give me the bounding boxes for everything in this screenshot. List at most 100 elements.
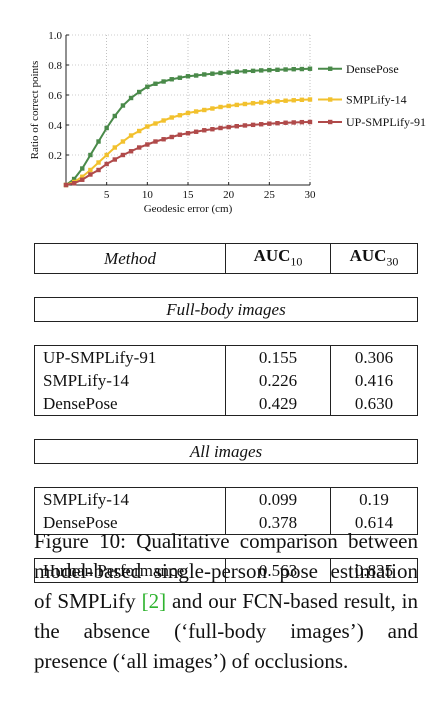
header-auc30: AUC30 (330, 243, 418, 275)
data-point (80, 166, 85, 171)
data-point (88, 167, 93, 173)
data-point (193, 129, 199, 134)
data-point (234, 102, 239, 108)
data-point (169, 77, 174, 82)
data-point (80, 174, 85, 179)
human-performance-row: Human Performance 0.563 0.835 (34, 558, 418, 584)
data-point (153, 121, 158, 126)
data-point (104, 152, 109, 158)
chart-grid (66, 34, 311, 185)
x-tick-label: 10 (142, 189, 154, 201)
caption-text-2: and our FCN-based result, in the absence… (34, 589, 419, 673)
header-auc10-sub: 10 (290, 254, 303, 269)
data-point (307, 119, 313, 125)
data-point (161, 137, 166, 142)
data-point (128, 149, 134, 154)
legend-label: SMPLify-14 (346, 93, 407, 107)
x-tick-label: 30 (305, 189, 317, 201)
header-auc10-main: AUC (253, 246, 291, 265)
data-point (112, 113, 117, 119)
method-cell: SMPLify-14 (34, 369, 225, 393)
data-point (242, 123, 248, 128)
data-point (267, 99, 272, 105)
data-point (250, 68, 256, 74)
data-point (88, 152, 93, 158)
data-point (250, 101, 256, 106)
data-point (242, 101, 248, 107)
table-row: DensePose 0.378 0.614 (34, 511, 418, 536)
auc30-cell: 0.630 (330, 392, 418, 417)
data-point (283, 98, 288, 103)
data-point (283, 67, 288, 72)
x-tick-label: 5 (104, 189, 110, 201)
data-point (120, 103, 126, 108)
data-point (267, 67, 272, 73)
data-point (291, 120, 296, 125)
x-tick-label: 25 (264, 189, 276, 201)
method-cell: Human Performance (34, 558, 225, 584)
method-cell: DensePose (34, 511, 225, 536)
legend: DensePose SMPLify-14 UP-SMPLify-91 (318, 62, 426, 129)
data-point (137, 128, 142, 134)
legend-marker (328, 119, 333, 125)
data-point (88, 172, 93, 177)
data-point (202, 107, 207, 113)
series-lines (63, 66, 313, 188)
data-point (234, 69, 239, 74)
data-point (185, 110, 191, 116)
caption-text-1: Figure 10: Qualitative comparison betwee… (34, 529, 418, 613)
auc30-cell: 0.416 (330, 369, 418, 393)
auc10-cell: 0.099 (225, 487, 330, 512)
data-point (104, 125, 109, 131)
data-point (145, 124, 150, 129)
auc30-cell: 0.835 (330, 558, 418, 584)
table-header-row: Method AUC10 AUC30 (34, 243, 418, 275)
data-point (275, 99, 280, 104)
data-point (169, 134, 174, 140)
citation-link[interactable]: [2] (141, 589, 167, 613)
data-point (71, 181, 77, 186)
data-point (96, 160, 101, 165)
data-point (307, 66, 313, 71)
data-point (218, 104, 223, 110)
data-point (177, 113, 183, 118)
data-point (153, 81, 158, 86)
line-chart: 5 10 15 20 25 30 0.2 0.4 0.6 0.8 1.0 DensePose SMPL… (29, 30, 426, 215)
legend-label: DensePose (346, 62, 399, 76)
figure-caption: Figure 10: Qualitative comparison betwee… (34, 526, 418, 676)
data-point (177, 75, 183, 80)
method-cell: UP-SMPLify-91 (34, 345, 225, 370)
data-point (291, 98, 296, 103)
data-point (259, 68, 264, 73)
x-tick-label: 20 (223, 189, 235, 201)
data-point (193, 109, 199, 114)
y-tick-label: 0.2 (48, 150, 62, 162)
data-point (299, 97, 305, 102)
data-point (202, 128, 207, 133)
legend-label: UP-SMPLify-91 (346, 115, 426, 129)
table-row: SMPLify-14 0.099 0.19 (34, 487, 418, 512)
data-point (128, 133, 134, 138)
data-point (161, 118, 166, 123)
data-point (137, 89, 142, 95)
data-point (80, 177, 85, 182)
data-point (185, 131, 191, 136)
auc30-cell: 0.19 (330, 487, 418, 512)
data-point (112, 157, 117, 162)
data-point (169, 115, 174, 120)
y-tick-label: 1.0 (48, 30, 62, 42)
y-axis-title: Ratio of correct points (29, 61, 41, 160)
data-point (275, 121, 280, 126)
auc30-cell: 0.306 (330, 345, 418, 370)
data-point (145, 142, 150, 147)
data-point (242, 69, 248, 74)
data-point (120, 139, 126, 144)
header-auc30-sub: 30 (386, 254, 399, 269)
data-point (226, 103, 231, 109)
data-point (299, 66, 305, 72)
auc10-cell: 0.429 (225, 392, 330, 417)
table-row: DensePose 0.429 0.630 (34, 392, 418, 417)
y-tick-label: 0.6 (48, 90, 62, 102)
data-point (210, 106, 215, 111)
auc10-cell: 0.563 (225, 558, 330, 584)
